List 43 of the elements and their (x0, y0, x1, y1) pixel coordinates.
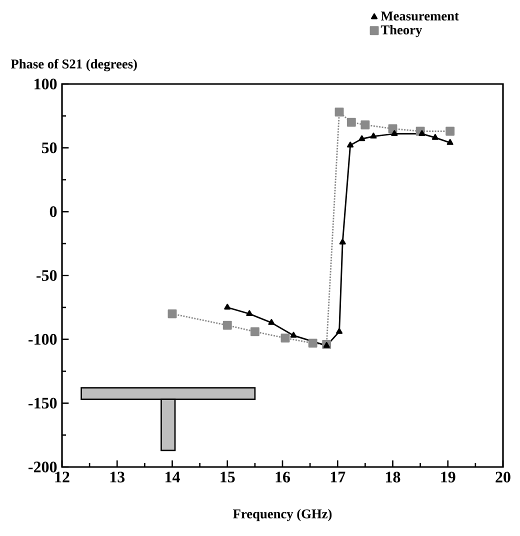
point (290, 332, 297, 338)
x-tick-label: 14 (166, 472, 180, 482)
x-tick-label: 19 (441, 472, 456, 482)
x-tick-label: 16 (276, 472, 290, 482)
point (358, 135, 366, 142)
y-tick-label: 100 (34, 78, 57, 90)
x-tick-label: 18 (386, 472, 400, 482)
point (346, 118, 356, 127)
point (432, 134, 438, 140)
x-tick-label: 17 (330, 472, 346, 482)
y-tick-label: -150 (28, 398, 57, 409)
legend-label: Measurement (380, 12, 459, 21)
x-tick-label: 15 (220, 472, 235, 482)
x-tick-label: 13 (110, 472, 125, 482)
point (446, 126, 455, 136)
point (334, 108, 344, 117)
y-tick-label: -50 (36, 270, 57, 281)
point (246, 310, 253, 316)
y-tick-label: 50 (42, 142, 57, 154)
point (336, 328, 343, 334)
legend-label: Theory (380, 25, 422, 38)
y-tick-label: -100 (28, 334, 57, 345)
point (347, 142, 354, 148)
point (370, 132, 377, 139)
point (250, 327, 260, 336)
point (418, 130, 426, 136)
point (308, 338, 318, 348)
point (280, 334, 290, 343)
point (168, 309, 177, 318)
point (391, 130, 398, 136)
point (339, 238, 346, 245)
point (446, 139, 454, 145)
y-axis-title: Phase of S21 (degrees) (10, 58, 137, 72)
x-tick-label: 20 (496, 472, 510, 482)
point (360, 120, 370, 130)
x-tick-label: 12 (55, 472, 70, 482)
point (224, 304, 231, 310)
y-tick-label: 0 (50, 206, 57, 218)
point (268, 319, 275, 325)
point (323, 342, 330, 348)
y-tick-label: -200 (28, 462, 57, 472)
x-axis-title: Frequency (GHz) (233, 509, 332, 522)
point (222, 320, 232, 330)
